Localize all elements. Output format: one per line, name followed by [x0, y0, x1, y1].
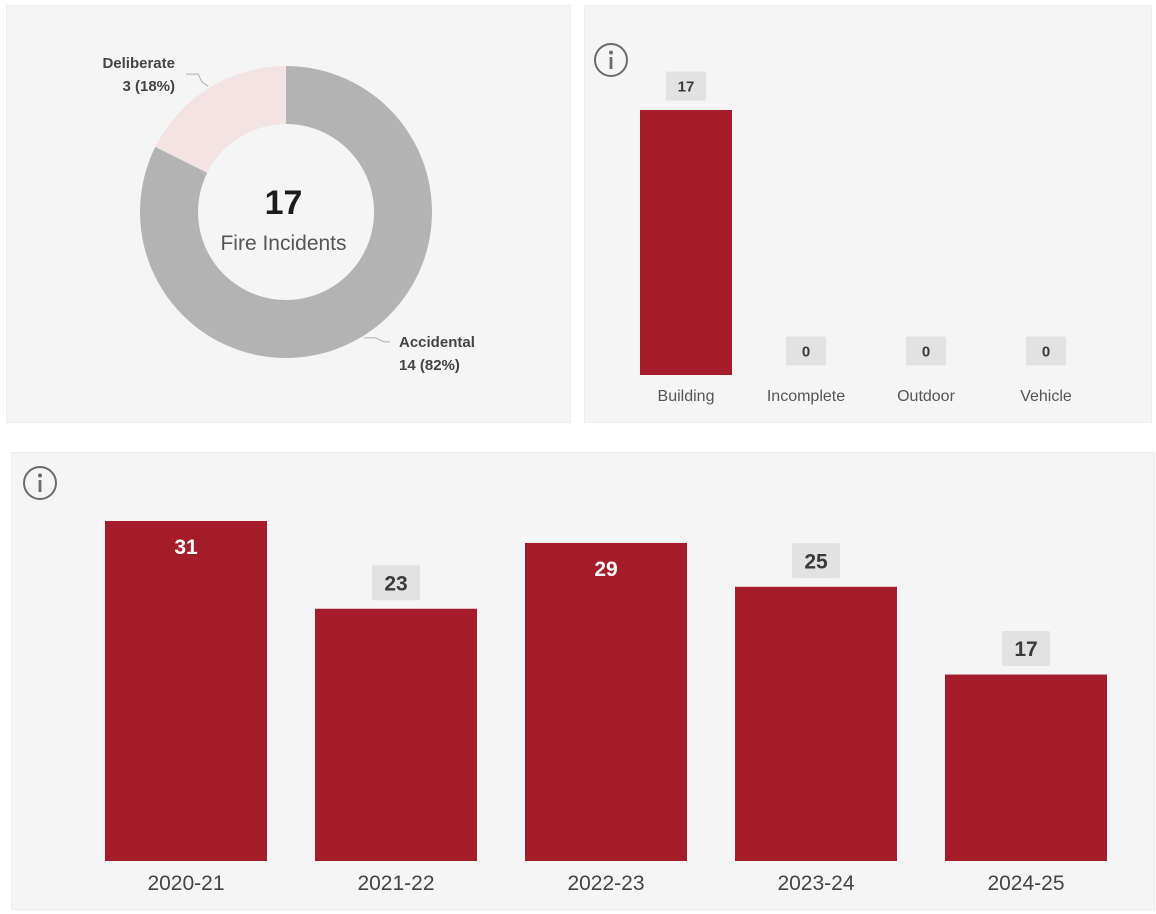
bar-2024-25[interactable] — [945, 674, 1107, 861]
bar-value-2022-23: 29 — [594, 558, 617, 581]
slice-label-accidental: Accidental — [399, 334, 475, 351]
value-label-box — [791, 543, 841, 579]
bar-2023-24[interactable] — [735, 586, 897, 861]
leader-line-accidental — [363, 337, 390, 343]
info-icon[interactable] — [593, 42, 629, 78]
slice-value-deliberate: 3 (18%) — [122, 78, 175, 95]
value-label-box — [371, 565, 421, 601]
bar-value-incomplete: 0 — [802, 343, 810, 360]
bar-value-2020-21: 31 — [174, 536, 198, 559]
info-icon[interactable] — [22, 465, 58, 501]
incident-cause-panel: Accidental 14 (82%) Deliberate 3 (18%) 17 F… — [7, 6, 570, 422]
value-label-box — [665, 71, 707, 101]
category-label-incomplete: Incomplete — [767, 388, 845, 405]
bar-value-2021-22: 23 — [384, 572, 407, 595]
incident-type-bar-chart: 17 Building 0 Incomplete 0 Outdoor 0 Vehicle — [640, 71, 1072, 405]
bar-building[interactable] — [640, 110, 732, 375]
value-label-box — [786, 336, 826, 366]
slice-value-accidental: 14 (82%) — [399, 357, 460, 374]
bar-value-building: 17 — [678, 78, 695, 95]
category-label-2023-24: 2023-24 — [777, 872, 854, 895]
incident-type-panel: 17 Building 0 Incomplete 0 Outdoor 0 Vehicle — [585, 6, 1151, 422]
category-label-building: Building — [658, 388, 715, 405]
leader-line-deliberate — [186, 73, 209, 87]
yearly-bar-chart: 31 2020-21 23 2021-22 29 2022-23 25 2023-24 17 20… — [105, 521, 1107, 895]
yearly-incidents-panel: 31 2020-21 23 2021-22 29 2022-23 25 2023-24 17 20… — [12, 453, 1154, 909]
bar-value-outdoor: 0 — [922, 343, 930, 360]
value-label-box — [906, 336, 946, 366]
donut-slice-accidental[interactable] — [139, 66, 432, 358]
category-label-2020-21: 2020-21 — [147, 872, 224, 895]
donut-center-label: Fire Incidents — [220, 232, 347, 255]
bar-value-2024-25: 17 — [1014, 638, 1037, 661]
category-label-2021-22: 2021-22 — [357, 872, 434, 895]
donut-slice-deliberate[interactable] — [155, 66, 286, 173]
category-label-2022-23: 2022-23 — [567, 872, 644, 895]
cause-donut-chart: Accidental 14 (82%) Deliberate 3 (18%) — [102, 55, 475, 374]
category-label-vehicle: Vehicle — [1020, 388, 1072, 405]
bar-value-2023-24: 25 — [804, 550, 828, 573]
value-label-box — [1001, 631, 1051, 667]
bar-2022-23[interactable] — [525, 542, 687, 861]
value-label-box — [1026, 336, 1066, 366]
bar-value-vehicle: 0 — [1042, 343, 1050, 360]
bar-2021-22[interactable] — [315, 608, 477, 861]
category-label-outdoor: Outdoor — [897, 388, 955, 405]
slice-label-deliberate: Deliberate — [102, 55, 175, 72]
bar-2020-21[interactable] — [105, 521, 267, 861]
donut-center-total: 17 — [264, 184, 303, 222]
category-label-2024-25: 2024-25 — [987, 872, 1064, 895]
